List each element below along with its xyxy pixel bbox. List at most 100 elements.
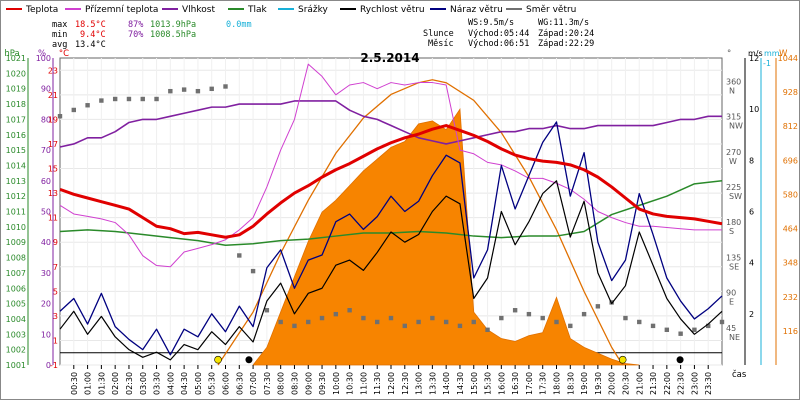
hpa-tick-1003: 1003 xyxy=(6,330,26,339)
mm-tick--1: -1 xyxy=(763,59,771,68)
wind-direction-point-29 xyxy=(457,323,463,329)
x-tick-label-30: 15:30 xyxy=(484,372,493,395)
x-tick-label-40: 20:30 xyxy=(621,372,630,395)
ms-tick-6: 6 xyxy=(749,208,754,217)
x-tick-label-38: 19:30 xyxy=(594,372,603,395)
stat-min-temp: 9.4°C xyxy=(80,30,106,40)
wind-direction-point-11 xyxy=(209,86,214,92)
wind-direction-point-16 xyxy=(278,319,283,325)
x-tick-label-2: 01:30 xyxy=(97,372,106,395)
sun-rise: Východ:05:44 xyxy=(468,29,529,39)
wind-gust-line xyxy=(59,121,723,356)
x-tick-label-5: 03:00 xyxy=(139,372,148,395)
x-tick-label-31: 16:00 xyxy=(497,372,506,395)
wind-direction-point-42 xyxy=(637,319,642,325)
wind-direction-point-17 xyxy=(292,323,297,329)
ground-temperature-line xyxy=(59,63,722,268)
wind-direction-point-7 xyxy=(154,96,159,102)
ms-tick-2: 2 xyxy=(749,310,754,319)
dir-tick-name-3: S xyxy=(729,227,734,236)
hpa-tick-1004: 1004 xyxy=(6,315,26,324)
sunset-marker xyxy=(618,355,627,364)
hum-axis-title: % xyxy=(38,49,46,59)
wm-tick-928: 928 xyxy=(783,88,798,97)
x-tick-label-42: 21:30 xyxy=(649,372,658,395)
temp-tick-3: 3 xyxy=(53,312,58,321)
wind-direction-point-24 xyxy=(388,315,394,321)
x-tick-label-28: 14:30 xyxy=(456,372,465,395)
wind-direction-point-30 xyxy=(471,319,476,325)
hpa-tick-1013: 1013 xyxy=(6,177,26,186)
hpa-tick-1014: 1014 xyxy=(6,161,26,170)
x-tick-label-14: 07:30 xyxy=(263,372,272,395)
legend-label-2: Vlhkost xyxy=(182,5,215,15)
wind-direction-point-10 xyxy=(195,88,201,94)
dir-tick-deg-3: 180 xyxy=(726,218,741,227)
temp-tick-11: 11 xyxy=(48,214,58,223)
mm-axis-title: mm xyxy=(764,49,780,58)
temp-tick-21: 21 xyxy=(48,91,58,100)
hum-tick-0: 0 xyxy=(46,361,51,370)
hpa-tick-1009: 1009 xyxy=(6,238,26,247)
dir-tick-name-5: W xyxy=(729,157,737,166)
wind-direction-point-21 xyxy=(347,308,352,313)
x-tick-label-27: 14:00 xyxy=(442,372,451,395)
hpa-tick-1017: 1017 xyxy=(6,115,26,124)
hum-tick-90: 90 xyxy=(41,85,51,94)
wind-direction-point-43 xyxy=(650,323,656,329)
x-tick-label-35: 18:00 xyxy=(553,372,562,395)
stat-min-hum: 70% xyxy=(128,30,143,40)
temp-tick-13: 13 xyxy=(48,189,58,198)
wind-direction-point-47 xyxy=(706,323,711,329)
hpa-tick-1011: 1011 xyxy=(6,208,26,217)
wind-direction-point-15 xyxy=(264,308,270,313)
x-tick-label-21: 11:00 xyxy=(359,372,368,395)
wind-direction-point-26 xyxy=(416,319,421,325)
ms-tick-12: 12 xyxy=(749,54,759,63)
solar-theoretical-line xyxy=(217,79,624,366)
wm-tick-696: 696 xyxy=(783,156,798,165)
hum-tick-100: 100 xyxy=(36,54,51,63)
dir-axis-title: ° xyxy=(727,49,731,59)
wind-direction-point-38 xyxy=(581,311,587,317)
hum-tick-50: 50 xyxy=(41,208,51,217)
wind-direction-point-41 xyxy=(623,315,628,321)
wm-tick-232: 232 xyxy=(783,293,798,302)
x-tick-label-8: 04:30 xyxy=(180,372,189,395)
wind-direction-point-4 xyxy=(112,96,118,102)
wind-direction-point-2 xyxy=(85,103,90,108)
hpa-tick-1008: 1008 xyxy=(6,254,26,263)
dir-tick-deg-2: 135 xyxy=(726,253,741,262)
wind-direction-point-34 xyxy=(526,311,532,317)
sun-label: Slunce xyxy=(423,29,454,39)
legend-label-6: Náraz větru xyxy=(450,5,503,15)
x-tick-label-33: 17:00 xyxy=(525,372,534,395)
hpa-tick-1021: 1021 xyxy=(6,54,26,63)
stat-wg: WG:11.3m/s xyxy=(538,18,589,28)
x-tick-label-19: 10:00 xyxy=(332,372,341,395)
dir-tick-deg-0: 45 xyxy=(726,324,736,333)
legend-label-4: Srážky xyxy=(298,5,329,15)
temp-tick-9: 9 xyxy=(53,238,58,247)
hpa-tick-1016: 1016 xyxy=(6,131,26,140)
temp-tick-15: 15 xyxy=(48,165,58,174)
wind-direction-point-20 xyxy=(333,311,339,317)
wind-direction-point-6 xyxy=(140,96,145,102)
hpa-tick-1019: 1019 xyxy=(6,85,26,94)
chart-title: 2.5.2014 xyxy=(360,51,419,65)
temp-tick--1: -1 xyxy=(50,361,58,370)
x-tick-label-7: 04:00 xyxy=(166,372,175,395)
moon-set: Západ:22:29 xyxy=(538,39,594,49)
stat-min-press: 1008.5hPa xyxy=(150,30,196,40)
dir-tick-deg-5: 270 xyxy=(726,148,741,157)
dir-tick-name-0: NE xyxy=(729,333,740,342)
temperature-line xyxy=(59,124,723,239)
x-tick-label-18: 09:30 xyxy=(318,372,327,395)
humidity-line xyxy=(59,100,722,148)
x-tick-label-26: 13:30 xyxy=(428,372,437,395)
x-tick-label-17: 09:00 xyxy=(304,372,313,395)
x-tick-label-15: 08:00 xyxy=(277,372,286,395)
wind-direction-point-36 xyxy=(554,319,559,325)
wind-direction-point-22 xyxy=(361,315,366,321)
dir-tick-name-6: NW xyxy=(729,122,743,131)
